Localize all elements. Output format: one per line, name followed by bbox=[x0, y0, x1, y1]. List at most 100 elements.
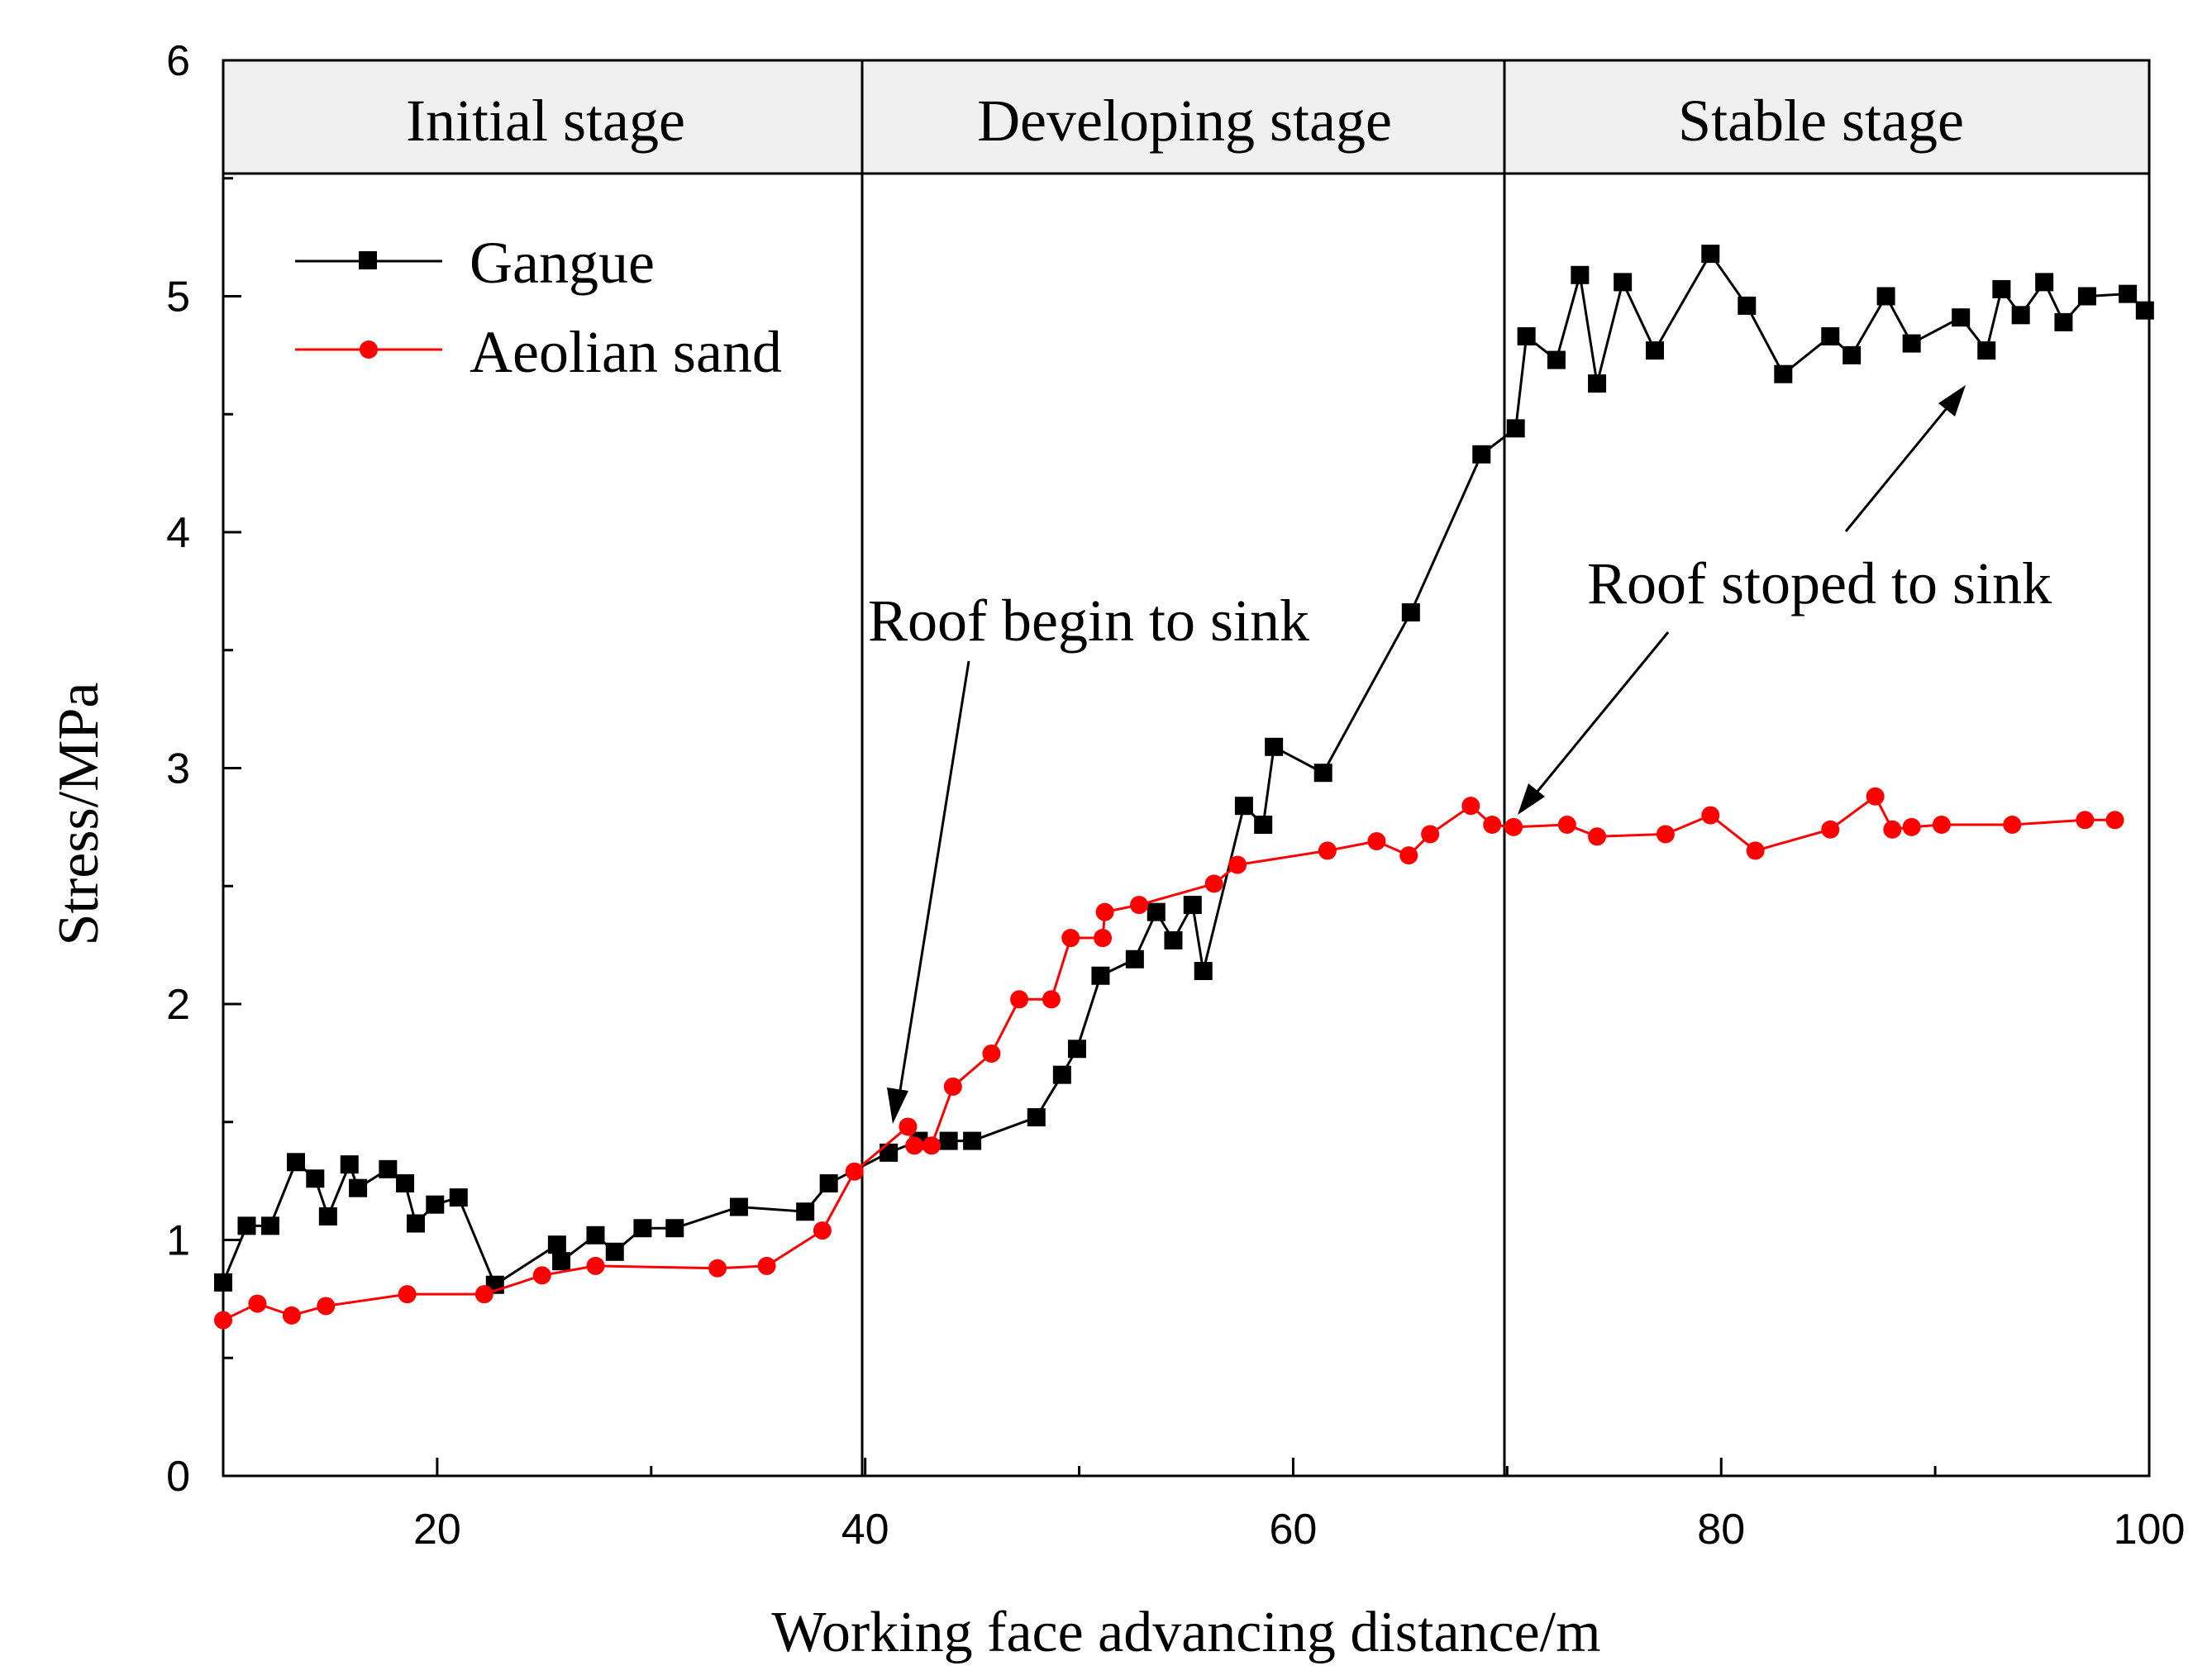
series-aeolian-sand bbox=[214, 787, 2124, 1330]
data-point-aeolian-sand bbox=[2076, 811, 2095, 830]
data-point-gangue bbox=[1843, 345, 1862, 364]
x-axis-ticks: 20 40 60 80 100 bbox=[222, 1458, 2186, 1554]
data-point-gangue bbox=[407, 1214, 425, 1233]
data-point-gangue bbox=[1401, 603, 1420, 622]
y-tick-label: 0 bbox=[166, 1453, 190, 1501]
data-point-gangue bbox=[586, 1225, 605, 1245]
data-point-aeolian-sand bbox=[282, 1306, 301, 1325]
data-point-aeolian-sand bbox=[532, 1266, 551, 1285]
data-point-aeolian-sand bbox=[845, 1162, 864, 1181]
x-tick-label: 20 bbox=[413, 1506, 461, 1554]
data-point-aeolian-sand bbox=[1821, 820, 1840, 839]
data-point-gangue bbox=[1147, 902, 1166, 921]
data-point-gangue bbox=[260, 1216, 279, 1235]
data-point-gangue bbox=[214, 1273, 232, 1292]
data-point-aeolian-sand bbox=[922, 1136, 941, 1155]
data-point-gangue bbox=[1067, 1040, 1086, 1059]
data-point-gangue bbox=[1027, 1108, 1046, 1127]
data-point-aeolian-sand bbox=[1010, 990, 1029, 1009]
data-point-aeolian-sand bbox=[2105, 811, 2124, 830]
stage-label-initial: Initial stage bbox=[406, 88, 685, 154]
data-point-aeolian-sand bbox=[1204, 874, 1223, 893]
data-point-gangue bbox=[1701, 245, 1720, 264]
data-point-gangue bbox=[1313, 764, 1332, 783]
y-tick-label: 2 bbox=[166, 981, 190, 1029]
data-point-aeolian-sand bbox=[1701, 806, 1720, 825]
data-point-aeolian-sand bbox=[757, 1256, 776, 1275]
x-tick-label: 40 bbox=[841, 1506, 889, 1554]
x-tick-label: 80 bbox=[1697, 1506, 1745, 1554]
data-point-gangue bbox=[796, 1202, 815, 1221]
data-point-gangue bbox=[1265, 737, 1284, 756]
data-point-aeolian-sand bbox=[248, 1294, 267, 1313]
data-point-gangue bbox=[2077, 287, 2096, 306]
data-point-gangue bbox=[1234, 797, 1253, 816]
data-point-gangue bbox=[287, 1153, 306, 1172]
y-tick-label: 4 bbox=[166, 509, 190, 557]
annotation-roof-begin-text: Roof begin to sink bbox=[868, 588, 1309, 654]
data-point-gangue bbox=[633, 1219, 652, 1238]
legend-aeolian-marker bbox=[360, 340, 378, 359]
y-axis-title: Stress/MPa bbox=[47, 683, 111, 946]
series-line-gangue bbox=[222, 251, 2146, 1287]
annotation-roof-begin-arrow bbox=[896, 660, 970, 1107]
data-point-aeolian-sand bbox=[899, 1117, 918, 1136]
data-point-gangue bbox=[1645, 341, 1664, 360]
annotation-roof-stopped-arrow-down bbox=[1531, 631, 1670, 798]
data-point-gangue bbox=[449, 1188, 468, 1207]
annotation-roof-stopped-arrowhead-up bbox=[1938, 385, 1966, 416]
data-point-gangue bbox=[1614, 273, 1633, 292]
data-point-gangue bbox=[880, 1143, 899, 1162]
data-point-aeolian-sand bbox=[1399, 846, 1418, 865]
data-point-aeolian-sand bbox=[1504, 817, 1523, 836]
data-point-gangue bbox=[1547, 350, 1566, 369]
data-point-gangue bbox=[1164, 930, 1183, 949]
data-point-aeolian-sand bbox=[214, 1311, 232, 1330]
annotation-roof-stopped-arrowhead-down bbox=[1518, 783, 1545, 815]
data-point-gangue bbox=[963, 1131, 982, 1150]
data-point-aeolian-sand bbox=[943, 1077, 962, 1096]
series-gangue bbox=[214, 245, 2154, 1294]
data-point-aeolian-sand bbox=[1866, 787, 1885, 806]
data-point-aeolian-sand bbox=[1746, 841, 1765, 860]
data-point-aeolian-sand bbox=[1461, 797, 1480, 816]
data-point-aeolian-sand bbox=[1061, 929, 1080, 948]
data-point-aeolian-sand bbox=[1228, 855, 1247, 874]
data-point-aeolian-sand bbox=[1902, 817, 1921, 836]
x-tick-label: 60 bbox=[1270, 1506, 1318, 1554]
data-point-gangue bbox=[1774, 364, 1793, 383]
data-point-gangue bbox=[2119, 284, 2138, 303]
y-axis-ticks: 0 1 2 3 4 5 6 bbox=[166, 37, 241, 1501]
annotation-roof-stopped-text: Roof stoped to sink bbox=[1587, 550, 2052, 616]
data-point-aeolian-sand bbox=[1042, 990, 1061, 1009]
data-point-gangue bbox=[1902, 334, 1921, 353]
y-tick-label: 6 bbox=[166, 37, 190, 85]
x-tick-label: 100 bbox=[2114, 1506, 2186, 1554]
data-point-gangue bbox=[396, 1173, 415, 1192]
data-point-gangue bbox=[547, 1235, 566, 1254]
data-point-gangue bbox=[1254, 816, 1273, 835]
data-point-gangue bbox=[1738, 296, 1757, 315]
data-point-gangue bbox=[819, 1173, 838, 1192]
data-point-aeolian-sand bbox=[1656, 825, 1675, 844]
data-point-gangue bbox=[426, 1195, 445, 1214]
stage-label-stable: Stable stage bbox=[1678, 88, 1964, 154]
data-point-aeolian-sand bbox=[474, 1285, 493, 1304]
annotation-roof-stopped-arrow-up bbox=[1844, 402, 1952, 532]
data-point-aeolian-sand bbox=[1483, 816, 1502, 835]
data-point-aeolian-sand bbox=[317, 1297, 336, 1316]
data-point-gangue bbox=[1876, 287, 1895, 306]
x-axis-title: Working face advancing distance/m bbox=[771, 1601, 1600, 1664]
data-point-aeolian-sand bbox=[1318, 841, 1337, 860]
data-point-aeolian-sand bbox=[1421, 825, 1440, 844]
data-point-gangue bbox=[2054, 312, 2073, 331]
data-point-gangue bbox=[1125, 949, 1144, 968]
stage-header-background bbox=[222, 59, 2151, 175]
data-point-gangue bbox=[379, 1159, 398, 1178]
data-point-aeolian-sand bbox=[982, 1044, 1001, 1063]
series-layer bbox=[214, 245, 2154, 1330]
data-point-gangue bbox=[729, 1197, 748, 1216]
data-point-gangue bbox=[1506, 419, 1525, 438]
data-point-gangue bbox=[1183, 896, 1202, 915]
